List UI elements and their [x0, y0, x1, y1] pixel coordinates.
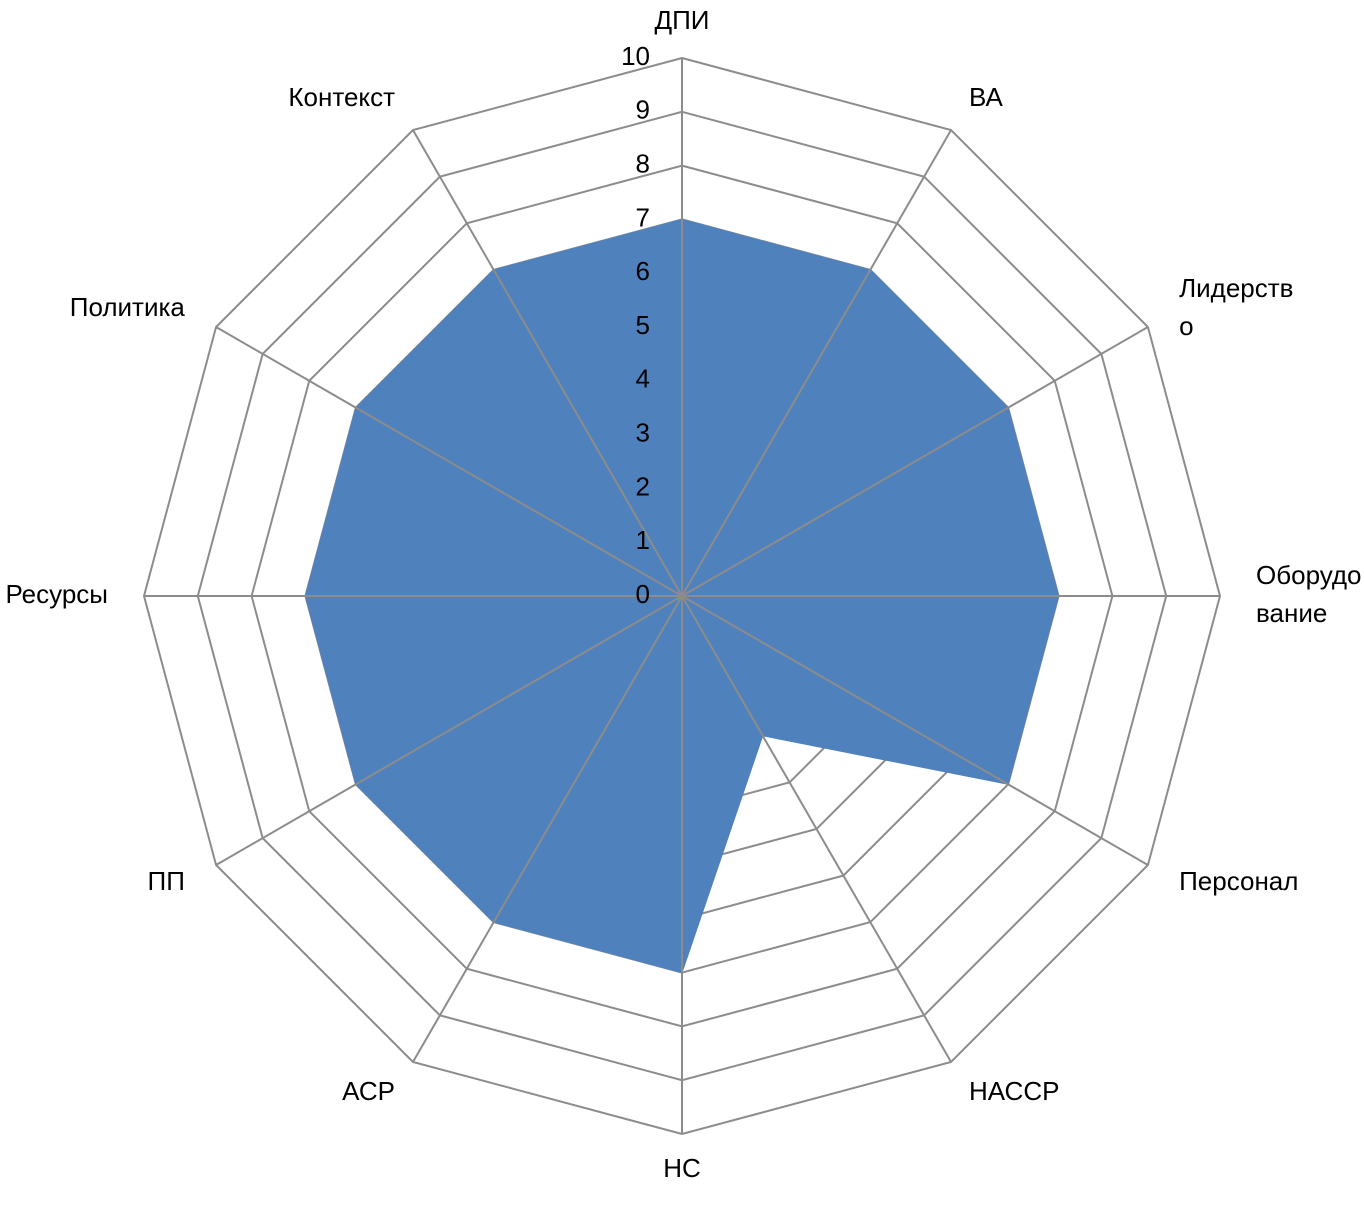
category-label-line: ДПИ: [655, 5, 710, 35]
category-label: Персонал: [1179, 866, 1298, 896]
category-label: Ресурсы: [5, 579, 108, 609]
category-label: ПП: [148, 866, 185, 896]
category-label-line: ПП: [148, 866, 185, 896]
category-label: Контекст: [288, 82, 395, 112]
category-label: НАССР: [969, 1076, 1059, 1106]
category-label: НС: [663, 1153, 701, 1183]
category-label-line: ВА: [969, 82, 1003, 112]
category-label-line: Ресурсы: [5, 579, 108, 609]
category-label: Лидерств о: [1179, 273, 1293, 341]
category-label-line: вание: [1256, 598, 1327, 628]
spoke-layer: [144, 58, 1220, 1134]
category-label-line: НС: [663, 1153, 701, 1183]
tick-label: 6: [636, 256, 650, 286]
tick-label: 10: [621, 41, 650, 71]
category-label-line: Оборудо: [1256, 560, 1362, 590]
category-label-line: Лидерств: [1179, 273, 1293, 303]
tick-label: 8: [636, 148, 650, 178]
category-label: ДПИ: [655, 5, 710, 35]
category-label-line: НАССР: [969, 1076, 1059, 1106]
category-label-line: АСР: [342, 1076, 395, 1106]
category-label: Политика: [70, 292, 186, 322]
tick-label: 1: [636, 525, 650, 555]
category-label: АСР: [342, 1076, 395, 1106]
category-label-line: о: [1179, 311, 1193, 341]
category-label: ВА: [969, 82, 1003, 112]
category-label-line: Политика: [70, 292, 186, 322]
tick-label: 4: [636, 364, 650, 394]
tick-label: 0: [636, 579, 650, 609]
tick-label: 7: [636, 202, 650, 232]
tick-label: 3: [636, 417, 650, 447]
category-label-line: Персонал: [1179, 866, 1298, 896]
category-label-line: Контекст: [288, 82, 395, 112]
tick-label: 9: [636, 95, 650, 125]
tick-label: 2: [636, 471, 650, 501]
category-label: Оборудо вание: [1256, 560, 1362, 628]
tick-label: 5: [636, 310, 650, 340]
